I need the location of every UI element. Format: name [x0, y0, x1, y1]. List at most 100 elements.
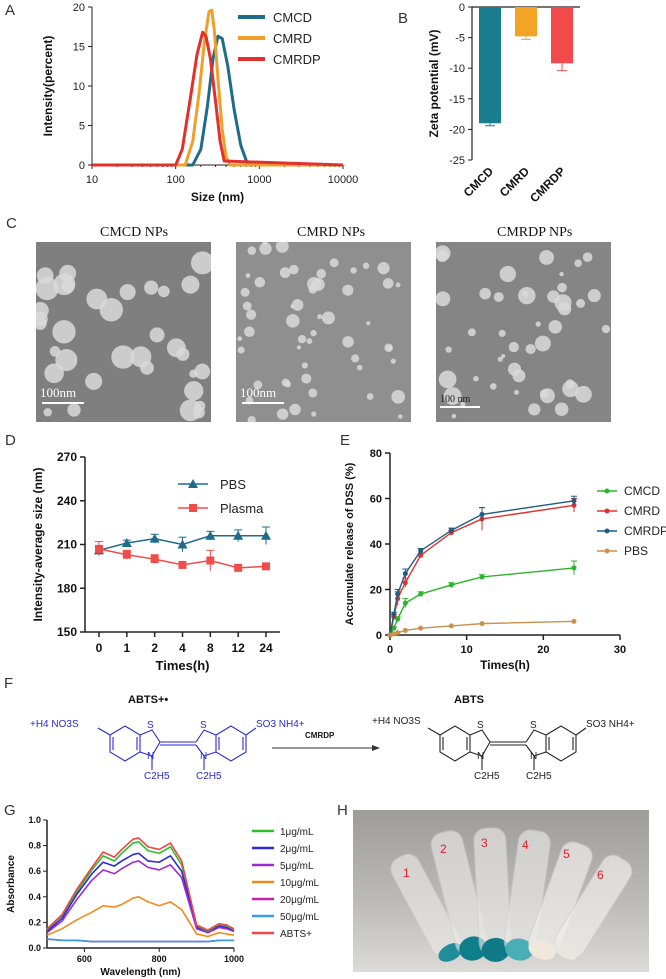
- data-point: [479, 621, 485, 627]
- legend-label: 20μg/mL: [280, 895, 320, 906]
- y-tick-label: 270: [57, 450, 77, 464]
- y-tick-label: 0: [376, 630, 382, 642]
- nanoparticle: [548, 320, 563, 334]
- x-tick-label: 4: [179, 641, 186, 655]
- nanoparticle: [557, 282, 567, 293]
- legend-label: 10μg/mL: [280, 878, 320, 889]
- tube-label-4: 4: [522, 838, 529, 852]
- nanoparticle: [554, 294, 572, 312]
- data-point: [205, 530, 216, 540]
- nanoparticle: [390, 358, 396, 364]
- y-axis-label: Intensity(percent): [41, 36, 55, 137]
- x-tick-label: CMCD: [461, 164, 497, 200]
- nanoparticle: [253, 380, 263, 390]
- nanoparticle: [436, 249, 449, 263]
- nanoparticle: [279, 267, 291, 279]
- nanoparticle: [562, 380, 579, 398]
- reactant-left-group: +H4 NO3S: [30, 719, 79, 730]
- y-tick-label: 0.4: [28, 892, 41, 902]
- legend-marker: [188, 479, 198, 488]
- nanoparticle: [242, 301, 252, 311]
- nanoparticle: [194, 363, 211, 380]
- nanoparticle: [259, 242, 272, 255]
- y-tick-label: 210: [57, 538, 77, 552]
- x-axis-label: Wavelength (nm): [100, 967, 180, 978]
- tube-label-1: 1: [403, 866, 410, 880]
- tube-label-6: 6: [597, 868, 604, 882]
- nanoparticle: [350, 267, 357, 274]
- reactant-ethyl-left: C2H5: [144, 771, 170, 782]
- x-axis-label: Size (nm): [191, 190, 244, 204]
- legend-marker: [604, 508, 610, 514]
- x-tick-label: 10: [461, 644, 473, 656]
- nanoparticle: [351, 354, 360, 363]
- nanoparticle: [497, 356, 503, 362]
- legend-label: PBS: [220, 477, 246, 492]
- nanoparticle: [329, 258, 339, 268]
- micrograph-title-cmcd: CMCD NPs: [100, 225, 169, 240]
- product-s-left: S: [477, 720, 484, 731]
- nanoparticle: [575, 385, 592, 403]
- series-line: [46, 840, 235, 933]
- x-tick-label: 1000: [247, 174, 271, 186]
- legend-label: ABTS+: [280, 929, 312, 940]
- x-tick-label: 8: [207, 641, 214, 655]
- bar-cmcd: [479, 7, 501, 124]
- data-point: [395, 591, 401, 597]
- y-tick-label: 0.0: [28, 943, 41, 953]
- series-line: [46, 837, 235, 931]
- nanoparticle: [493, 292, 504, 302]
- bar-cmrdp: [551, 7, 573, 64]
- panel-letter-e: E: [340, 432, 351, 449]
- nanoparticle: [297, 334, 307, 344]
- legend-marker: [604, 548, 610, 554]
- nanoparticle: [479, 287, 491, 300]
- nanoparticle: [443, 387, 462, 405]
- nanoparticle: [284, 381, 291, 388]
- data-point: [418, 591, 424, 597]
- x-tick-label: 12: [231, 641, 245, 655]
- nanoparticle: [460, 401, 466, 408]
- legend-marker: [604, 528, 610, 534]
- x-tick-label: 1: [123, 641, 130, 655]
- reactant-s-left: S: [147, 720, 154, 731]
- scale-bar-label: 100 nm: [440, 394, 471, 405]
- nanoparticle: [286, 314, 300, 328]
- x-tick-label: 0: [96, 641, 103, 655]
- nanoparticle: [85, 372, 103, 390]
- nanoparticle: [245, 309, 257, 320]
- y-tick-label: 0.6: [28, 866, 41, 876]
- tube-label-2: 2: [440, 842, 447, 856]
- panel-letter-f: F: [4, 675, 14, 692]
- scale-bar: [42, 402, 84, 404]
- tube-6: [553, 854, 633, 960]
- y-tick-label: -5: [455, 33, 465, 45]
- nanoparticle: [522, 290, 529, 297]
- bar-cmrd: [515, 7, 537, 37]
- nanoparticle: [445, 346, 452, 353]
- nanoparticle: [86, 288, 108, 310]
- nanoparticle: [499, 265, 517, 283]
- y-axis-label: Zeta potential (mV): [427, 29, 441, 137]
- data-point: [418, 625, 424, 631]
- nanoparticle: [535, 321, 541, 327]
- nanoparticle: [290, 304, 295, 309]
- legend-label: Plasma: [220, 501, 264, 516]
- nanoparticle: [310, 329, 317, 337]
- legend-label: PBS: [624, 544, 648, 558]
- data-point: [234, 563, 243, 572]
- reactant-n-right: N: [200, 751, 207, 762]
- nanoparticle: [342, 284, 354, 296]
- x-tick-label: CMRDP: [527, 164, 568, 205]
- nanoparticle: [317, 314, 323, 320]
- data-point: [448, 527, 454, 533]
- product-structure: [427, 725, 587, 770]
- nanoparticle: [377, 262, 390, 275]
- legend-label: CMCD: [273, 10, 312, 25]
- data-point: [571, 498, 577, 504]
- product-ethyl-right: C2H5: [526, 771, 552, 782]
- nanoparticle: [184, 381, 204, 401]
- nanoparticle: [473, 375, 479, 382]
- legend-label: 2μg/mL: [280, 844, 314, 855]
- y-tick-label: 5: [79, 121, 85, 133]
